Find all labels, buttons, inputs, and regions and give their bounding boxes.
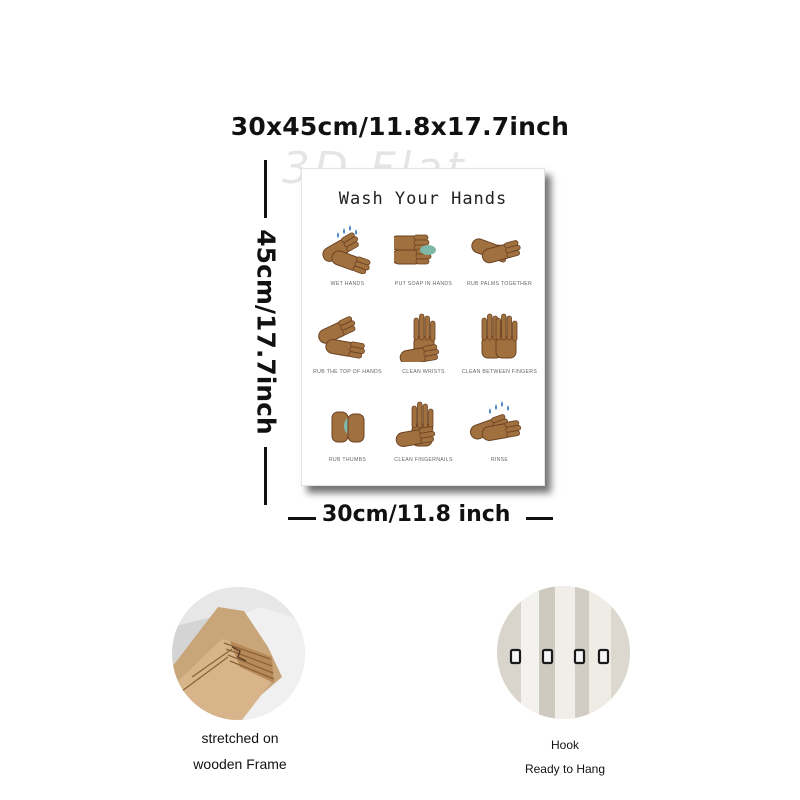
height-line-top <box>264 160 267 218</box>
rub-top-icon <box>318 312 378 362</box>
width-line-left <box>288 517 316 520</box>
step-2: PUT SOAP IN HANDS <box>386 219 461 299</box>
height-label: 45cm/17.7inch <box>251 229 281 435</box>
step-label: RUB THUMBS <box>328 457 367 463</box>
step-label: PUT SOAP IN HANDS <box>394 281 453 287</box>
poster: Wash Your Hands WET HANDS PUT SOAP IN HA… <box>301 168 545 486</box>
step-6: CLEAN BETWEEN FINGERS <box>462 307 537 387</box>
hook-caption-line1: Hook <box>550 738 579 752</box>
step-label: CLEAN WRISTS <box>402 369 445 375</box>
frame-caption-line2: wooden Frame <box>193 756 287 772</box>
step-label: RUB THE TOP OF HANDS <box>313 369 382 375</box>
step-label: CLEAN BETWEEN FINGERS <box>461 369 538 375</box>
fingernails-icon <box>394 400 454 450</box>
rub-palms-icon <box>470 224 530 274</box>
step-5: CLEAN WRISTS <box>386 307 461 387</box>
step-label: WET HANDS <box>330 281 365 287</box>
step-7: RUB THUMBS <box>310 395 385 475</box>
height-line-bottom <box>264 447 267 505</box>
step-3: RUB PALMS TOGETHER <box>462 219 537 299</box>
hook-caption-line2: Ready to Hang <box>524 762 606 776</box>
width-label: 30cm/11.8 inch <box>322 502 511 527</box>
hook-photo <box>497 586 630 719</box>
step-label: RINSE <box>490 457 509 463</box>
soap-hands-icon <box>389 224 454 274</box>
rinse-icon <box>470 400 530 450</box>
wooden-frame-photo <box>172 587 305 720</box>
clean-wrists-icon <box>394 312 454 366</box>
height-dimension: 45cm/17.7inch <box>236 160 296 505</box>
between-fingers-icon <box>470 312 530 362</box>
step-1: WET HANDS <box>310 219 385 299</box>
frame-caption-line1: stretched on <box>201 730 279 746</box>
step-label: RUB PALMS TOGETHER <box>466 281 533 287</box>
wet-hands-icon <box>318 224 378 275</box>
step-9: RINSE <box>462 395 537 475</box>
step-8: CLEAN FINGERNAILS <box>386 395 461 475</box>
dimension-title: 30x45cm/11.8x17.7inch <box>230 112 570 141</box>
rub-thumbs-icon <box>318 400 378 450</box>
width-dimension: 30cm/11.8 inch <box>288 502 553 534</box>
step-4: RUB THE TOP OF HANDS <box>310 307 385 387</box>
poster-title: Wash Your Hands <box>338 189 508 209</box>
step-label: CLEAN FINGERNAILS <box>394 457 453 463</box>
width-line-right <box>526 517 553 520</box>
